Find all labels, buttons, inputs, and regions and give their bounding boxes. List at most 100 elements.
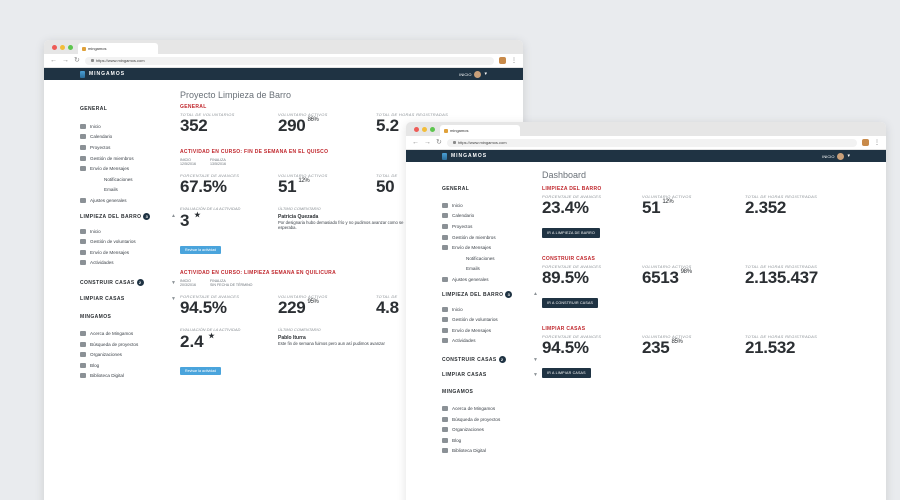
sidebar-item-inicio[interactable]: Inicio <box>442 200 538 211</box>
sidebar-item-blog[interactable]: Blog <box>442 435 538 446</box>
last-comment: ÚLTIMO COMENTARIO Patricia Quezada Por d… <box>278 206 418 231</box>
sidebar-item-organizaciones[interactable]: Organizaciones <box>80 349 176 360</box>
user-menu[interactable]: INICIO ▾ <box>822 152 850 160</box>
book-icon <box>442 448 448 454</box>
sidebar-section-limpieza[interactable]: LIMPIEZA DEL BARRO 3 ▲ <box>442 290 538 298</box>
go-to-project-button[interactable]: IR A LIMPIEZA DE BARRO <box>542 227 600 238</box>
sidebar-subitem-emails[interactable]: Emails <box>442 264 538 275</box>
minimize-dot[interactable] <box>422 127 427 132</box>
extension-icon[interactable] <box>862 139 869 146</box>
menu-kebab-icon[interactable]: ⋮ <box>874 140 880 146</box>
go-to-project-button[interactable]: IR A LIMPIAR CASAS <box>542 367 591 378</box>
info-icon <box>80 330 86 336</box>
activity-1-label: ACTIVIDAD EN CURSO: FIN DE SEMANA EN EL … <box>180 148 329 155</box>
sidebar-item-acerca[interactable]: Acerca de Mingamos <box>442 403 538 414</box>
forward-arrow-icon[interactable]: → <box>62 57 69 64</box>
back-arrow-icon[interactable]: ← <box>412 139 419 146</box>
sidebar-item-ajustes[interactable]: Ajustes generales <box>442 274 538 285</box>
sidebar-section-construir[interactable]: CONSTRUIR CASAS 2 ▼ <box>80 279 176 287</box>
stat-label: VOLUNTARIO ACTIVOS <box>642 194 692 199</box>
sidebar-item-inicio[interactable]: Inicio <box>80 121 176 132</box>
sidebar-item-blog[interactable]: Blog <box>80 360 176 371</box>
browser-tab[interactable]: mingamos <box>78 43 158 54</box>
reload-icon[interactable]: ↻ <box>436 139 442 146</box>
sidebar-item-ajustes[interactable]: Ajustes generales <box>80 195 176 206</box>
close-dot[interactable] <box>414 127 419 132</box>
rating-value: 3 <box>180 210 190 230</box>
maximize-dot[interactable] <box>430 127 435 132</box>
sidebar-item-lb-mensajes[interactable]: Envío de Mensajes <box>80 247 176 258</box>
sidebar-subitem-notificaciones[interactable]: Notificaciones <box>80 174 176 185</box>
rating-wrap: 3 ★ <box>180 211 278 231</box>
stat-value: 229 <box>278 297 306 317</box>
review-activity-button[interactable]: Revisar la actividad <box>180 366 222 375</box>
sidebar-item-lb-voluntarios[interactable]: Gestión de voluntarios <box>80 236 176 247</box>
reload-icon[interactable]: ↻ <box>74 57 80 64</box>
sidebar-item-proyectos[interactable]: Proyectos <box>80 142 176 153</box>
sidebar-item-lb-mensajes[interactable]: Envío de Mensajes <box>442 325 538 336</box>
start-date: INICIO 12/5/2016 <box>180 158 196 166</box>
sidebar-item-lb-inicio[interactable]: Inicio <box>442 304 538 315</box>
maximize-dot[interactable] <box>68 45 73 50</box>
sidebar-item-busqueda[interactable]: Búsqueda de proyectos <box>442 414 538 425</box>
stat-horas: TOTAL DE HORAS REGISTRADAS 2.135.437 <box>745 264 818 287</box>
count-badge: 3 <box>143 212 151 220</box>
back-arrow-icon[interactable]: ← <box>50 57 57 64</box>
sidebar-item-biblioteca[interactable]: Biblioteca Digital <box>80 371 176 382</box>
sidebar-item-calendario[interactable]: Calendario <box>442 211 538 222</box>
menu-kebab-icon[interactable]: ⋮ <box>511 58 517 64</box>
go-to-project-button[interactable]: IR A CONSTRUIR CASAS <box>542 297 599 308</box>
forward-arrow-icon[interactable]: → <box>424 139 431 146</box>
stat-label: PORCENTAJE DE AVANCES <box>542 263 602 269</box>
sidebar-item-label: Acerca de Mingamos <box>452 405 496 411</box>
window-controls <box>52 45 73 50</box>
sidebar-section-limpieza[interactable]: LIMPIEZA DEL BARRO 3 ▲ <box>80 212 176 220</box>
extension-icon[interactable] <box>499 57 506 64</box>
minimize-dot[interactable] <box>60 45 65 50</box>
sidebar-item-label: Calendario <box>90 134 113 140</box>
sidebar-item-miembros[interactable]: Gestión de miembros <box>442 232 538 243</box>
search-icon <box>442 416 448 422</box>
sidebar-item-organizaciones[interactable]: Organizaciones <box>442 424 538 435</box>
sidebar-item-lb-actividades[interactable]: Actividades <box>442 336 538 347</box>
home-icon <box>442 202 448 208</box>
browser-tab[interactable]: mingamos <box>440 125 520 136</box>
sidebar-subitem-notificaciones[interactable]: Notificaciones <box>442 253 538 264</box>
sidebar-item-lb-inicio[interactable]: Inicio <box>80 226 176 237</box>
sidebar-section-limpiar[interactable]: LIMPIAR CASAS ▼ <box>80 296 176 302</box>
sidebar-item-proyectos[interactable]: Proyectos <box>442 221 538 232</box>
activity-1-stats: PORCENTAJE DE AVANCES 67.5% VOLUNTARIO A… <box>180 173 520 196</box>
comment-author: Pablo Iturra <box>278 334 306 341</box>
sidebar-item-busqueda[interactable]: Búsqueda de proyectos <box>80 339 176 350</box>
sidebar-item-mensajes[interactable]: Envío de Mensajes <box>442 242 538 253</box>
user-menu[interactable]: INICIO ▾ <box>459 70 487 78</box>
sidebar-item-biblioteca[interactable]: Biblioteca Digital <box>442 446 538 457</box>
sidebar-section-construir[interactable]: CONSTRUIR CASAS 2 ▼ <box>442 356 538 364</box>
tab-strip: mingamos <box>44 40 523 54</box>
stat-horas: TOTAL DE 4.8 <box>376 294 399 317</box>
close-dot[interactable] <box>52 45 57 50</box>
brand[interactable]: MINGAMOS <box>80 70 125 78</box>
brand[interactable]: MINGAMOS <box>442 152 487 160</box>
project-stats: PORCENTAJE DE AVANCES 89.5% VOLUNTARIO A… <box>542 264 882 287</box>
comment-label: ÚLTIMO COMENTARIO <box>278 205 321 211</box>
chevron-down-icon: ▾ <box>847 153 850 159</box>
sidebar-item-acerca[interactable]: Acerca de Mingamos <box>80 328 176 339</box>
sidebar-item-miembros[interactable]: Gestión de miembros <box>80 153 176 164</box>
sidebar-item-mensajes[interactable]: Envío de Mensajes <box>80 163 176 174</box>
chevron-down-icon: ▼ <box>533 356 538 363</box>
stat-label: VOLUNTARIO ACTIVOS <box>642 263 692 269</box>
url-field[interactable]: https://www.mingamos.com <box>446 138 857 147</box>
sidebar-item-lb-voluntarios[interactable]: Gestión de voluntarios <box>442 314 538 325</box>
sidebar-subitem-emails[interactable]: Emails <box>80 185 176 196</box>
project-label: LIMPIEZA DEL BARRO <box>542 186 602 192</box>
sidebar-section-limpiar[interactable]: LIMPIAR CASAS ▼ <box>442 372 538 378</box>
url-field[interactable]: https://www.mingamos.com <box>84 56 494 65</box>
review-activity-button[interactable]: Revisar la actividad <box>180 245 222 254</box>
sidebar: GENERAL Inicio Calendario Proyectos Gest… <box>80 106 176 381</box>
sidebar-item-lb-actividades[interactable]: Actividades <box>80 258 176 269</box>
sidebar-item-calendario[interactable]: Calendario <box>80 132 176 143</box>
lock-icon <box>90 59 94 62</box>
comment-text: Este fin de semana fuimos pero aun así p… <box>278 340 385 346</box>
star-icon: ★ <box>194 211 201 219</box>
